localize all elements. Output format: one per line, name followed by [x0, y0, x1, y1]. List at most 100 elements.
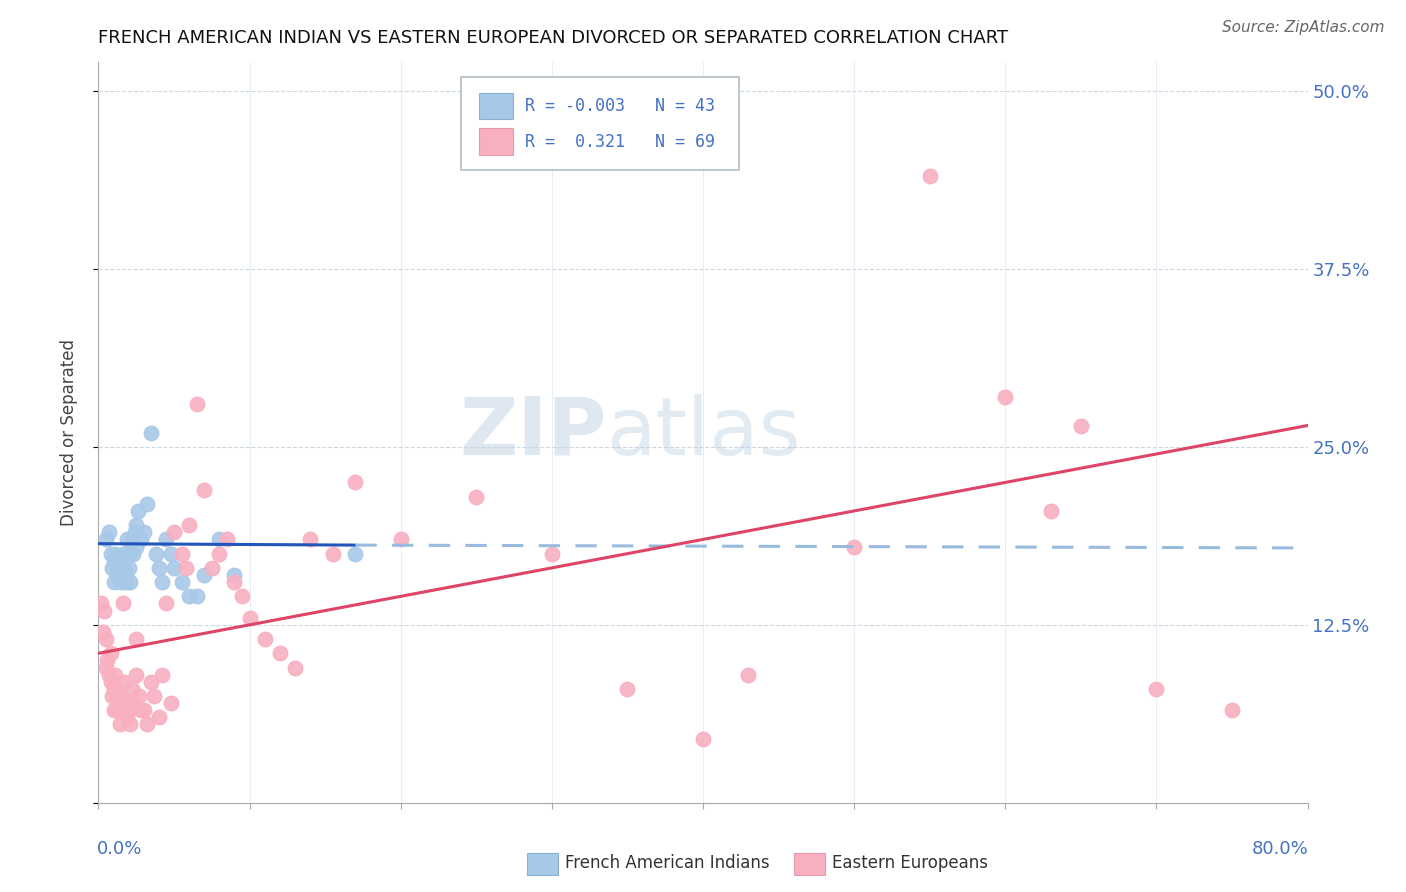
Point [135, 717, 157, 731]
Point [160, 696, 183, 710]
Point [148, 561, 170, 575]
Point [141, 674, 163, 689]
Point [94, 533, 117, 547]
Point [215, 533, 238, 547]
Point [129, 533, 152, 547]
Text: Eastern Europeans: Eastern Europeans [832, 855, 988, 872]
Point [994, 390, 1017, 404]
Point [174, 561, 197, 575]
Point [110, 568, 132, 582]
Point [105, 689, 128, 703]
Point [737, 667, 759, 681]
Point [540, 547, 562, 561]
Text: Source: ZipAtlas.com: Source: ZipAtlas.com [1222, 20, 1385, 35]
Point [208, 533, 231, 547]
Point [120, 717, 142, 731]
Point [160, 547, 183, 561]
Point [105, 568, 128, 582]
Point [269, 646, 291, 660]
Point [389, 533, 412, 547]
Point [141, 425, 163, 440]
Point [844, 540, 866, 554]
Point [112, 561, 135, 575]
Text: atlas: atlas [606, 393, 800, 472]
Point [114, 696, 136, 710]
Point [224, 575, 246, 590]
Point [344, 547, 367, 561]
Point [100, 646, 122, 660]
Point [107, 703, 129, 717]
Point [344, 475, 367, 490]
Point [103, 575, 125, 590]
Text: 80.0%: 80.0% [1251, 840, 1309, 858]
Text: FRENCH AMERICAN INDIAN VS EASTERN EUROPEAN DIVORCED OR SEPARATED CORRELATION CHA: FRENCH AMERICAN INDIAN VS EASTERN EUROPE… [98, 29, 1008, 47]
Point [122, 696, 145, 710]
Point [120, 575, 142, 590]
Point [98, 667, 121, 681]
Point [122, 547, 145, 561]
Point [145, 547, 167, 561]
Point [132, 703, 155, 717]
Point [110, 689, 132, 703]
Point [115, 710, 138, 724]
Point [125, 540, 148, 554]
Point [322, 547, 344, 561]
Point [104, 547, 127, 561]
Point [129, 703, 152, 717]
Point [186, 590, 208, 604]
Point [1144, 681, 1167, 696]
Point [103, 554, 125, 568]
Point [170, 547, 193, 561]
Point [112, 674, 135, 689]
Point [111, 597, 134, 611]
Point [110, 575, 132, 590]
Point [91, 624, 114, 639]
Point [616, 681, 638, 696]
Point [101, 689, 124, 703]
Point [1220, 703, 1243, 717]
Point [114, 575, 136, 590]
Point [163, 525, 186, 540]
Point [103, 681, 125, 696]
Point [100, 674, 122, 689]
Point [108, 554, 131, 568]
Point [96, 653, 118, 667]
Point [128, 689, 150, 703]
Point [125, 667, 148, 681]
Point [101, 561, 124, 575]
Point [155, 597, 177, 611]
Point [98, 525, 121, 540]
FancyBboxPatch shape [461, 78, 740, 169]
Point [150, 575, 173, 590]
Point [163, 561, 186, 575]
Point [108, 717, 131, 731]
Point [150, 667, 173, 681]
Point [100, 547, 122, 561]
Point [125, 518, 148, 533]
Text: 0.0%: 0.0% [97, 840, 142, 858]
Text: ZIP: ZIP [458, 393, 606, 472]
Point [179, 590, 201, 604]
Point [132, 525, 155, 540]
Point [115, 533, 138, 547]
Point [224, 568, 246, 582]
Text: R =  0.321   N = 69: R = 0.321 N = 69 [526, 133, 716, 151]
Point [124, 525, 146, 540]
Point [94, 660, 117, 674]
Point [143, 689, 166, 703]
Point [118, 561, 141, 575]
Point [465, 490, 488, 504]
Point [231, 590, 253, 604]
Point [110, 703, 132, 717]
Text: French American Indians: French American Indians [565, 855, 770, 872]
Point [135, 497, 157, 511]
Bar [479, 128, 513, 155]
Bar [479, 93, 513, 120]
Text: R = -0.003   N = 43: R = -0.003 N = 43 [526, 97, 716, 115]
Point [186, 397, 208, 411]
Point [253, 632, 276, 646]
Point [918, 169, 941, 184]
Point [299, 533, 322, 547]
Y-axis label: Divorced or Separated: Divorced or Separated [59, 339, 77, 526]
Point [193, 568, 215, 582]
